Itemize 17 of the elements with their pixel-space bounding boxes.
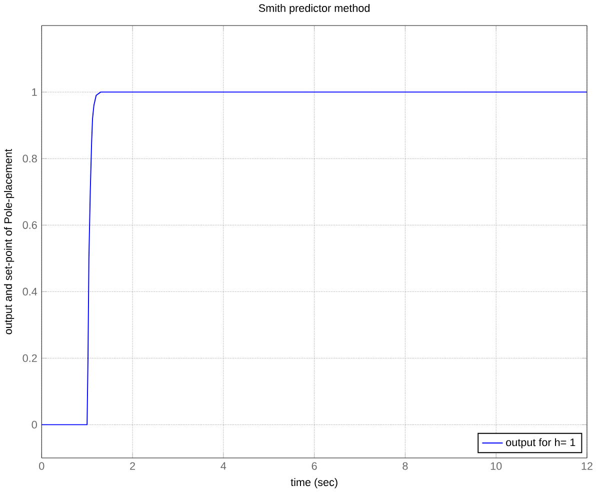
x-tick-label: 0 [39, 462, 44, 470]
x-tick-label: 12 [582, 462, 592, 470]
y-tick-label: 1 [32, 88, 37, 96]
x-tick-label: 10 [490, 462, 502, 470]
y-tick-label: 0.8 [22, 154, 37, 162]
y-tick-label: 0 [32, 420, 37, 428]
y-tick-label: 0.2 [22, 354, 37, 362]
x-tick-label: 8 [402, 462, 408, 470]
y-tick-label: 0.6 [22, 221, 37, 229]
chart-title: Smith predictor method [258, 4, 370, 14]
y-tick-label: 0.4 [22, 288, 38, 296]
x-tick-label: 4 [220, 462, 226, 470]
x-tick-label: 6 [312, 462, 317, 470]
x-tick-label: 2 [130, 462, 135, 470]
x-axis-title: time (sec) [290, 478, 338, 488]
y-axis-title: output and set-point of Pole-placement [4, 148, 14, 334]
legend-label: output for h= 1 [506, 438, 576, 448]
